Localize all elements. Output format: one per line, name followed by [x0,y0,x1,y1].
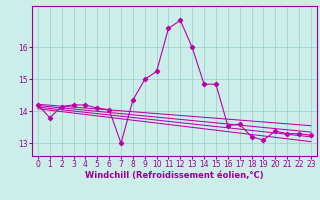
X-axis label: Windchill (Refroidissement éolien,°C): Windchill (Refroidissement éolien,°C) [85,171,264,180]
